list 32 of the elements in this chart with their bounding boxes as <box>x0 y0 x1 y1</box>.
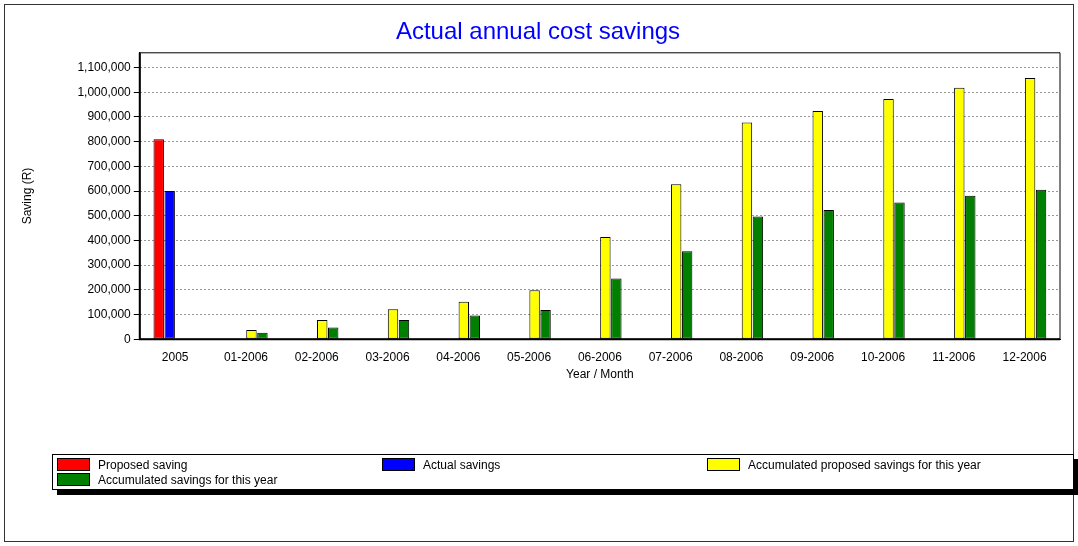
x-tick-label: 11-2006 <box>932 349 976 364</box>
x-tick-label: 02-2006 <box>294 349 340 364</box>
y-axis-title: Saving (R) <box>19 167 34 225</box>
x-tick-label: 07-2006 <box>648 349 694 364</box>
x-tick-label: 2005 <box>161 349 189 364</box>
x-tick-label: 06-2006 <box>577 349 623 364</box>
y-tick-label: 700,000 <box>87 158 132 173</box>
x-tick-label: 09-2006 <box>790 349 835 364</box>
y-tick-label: 500,000 <box>87 208 132 223</box>
x-tick-label: 04-2006 <box>436 349 481 364</box>
y-tick-label: 300,000 <box>87 257 132 272</box>
legend-label: Accumulated savings for this year <box>98 472 278 487</box>
y-tick-label: 900,000 <box>87 109 132 124</box>
y-tick-label: 1,000,000 <box>77 84 132 99</box>
chart-title: Actual annual cost savings <box>395 17 681 45</box>
legend-label: Accumulated proposed savings for this year <box>748 457 981 472</box>
legend-label: Proposed saving <box>98 457 188 472</box>
y-tick-label: 600,000 <box>87 183 132 198</box>
y-tick-label: 0 <box>124 331 132 346</box>
x-tick-label: 05-2006 <box>507 349 552 364</box>
y-tick-label: 400,000 <box>87 232 132 247</box>
legend-label: Actual savings <box>423 457 501 472</box>
y-tick-label: 1,100,000 <box>77 59 132 74</box>
x-tick-label: 10-2006 <box>861 349 906 364</box>
x-axis-title: Year / Month <box>566 367 634 382</box>
x-tick-label: 12-2006 <box>1002 349 1047 364</box>
y-tick-label: 100,000 <box>87 306 132 321</box>
y-tick-label: 200,000 <box>87 282 132 297</box>
x-tick-label: 01-2006 <box>223 349 269 364</box>
x-tick-label: 08-2006 <box>719 349 764 364</box>
x-tick-label: 03-2006 <box>365 349 410 364</box>
y-tick-label: 800,000 <box>87 134 132 148</box>
